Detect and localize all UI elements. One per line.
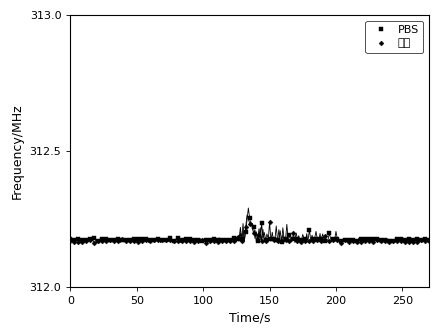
蕪糖 [426, 239, 432, 243]
PBS [279, 240, 284, 244]
PBS [378, 238, 384, 242]
蕪糖 [92, 241, 97, 245]
蕪糖 [155, 238, 161, 242]
蕪糖 [68, 239, 73, 243]
蕪糖 [163, 239, 169, 243]
蕪糖 [422, 239, 428, 243]
Legend: PBS, 蕪糖: PBS, 蕪糖 [365, 21, 423, 53]
Line: PBS: PBS [69, 216, 431, 244]
蕪糖 [283, 238, 288, 242]
PBS [112, 238, 117, 242]
PBS [151, 238, 157, 242]
X-axis label: Time/s: Time/s [229, 312, 271, 325]
Line: 蕪糖: 蕪糖 [69, 220, 431, 245]
蕪糖 [267, 219, 272, 223]
PBS [159, 238, 165, 242]
PBS [68, 237, 73, 241]
蕪糖 [116, 239, 121, 243]
PBS [426, 238, 432, 242]
PBS [247, 216, 252, 220]
PBS [422, 237, 428, 241]
蕪糖 [378, 239, 384, 243]
Y-axis label: Frequency/MHz: Frequency/MHz [11, 103, 24, 199]
PBS [283, 237, 288, 241]
